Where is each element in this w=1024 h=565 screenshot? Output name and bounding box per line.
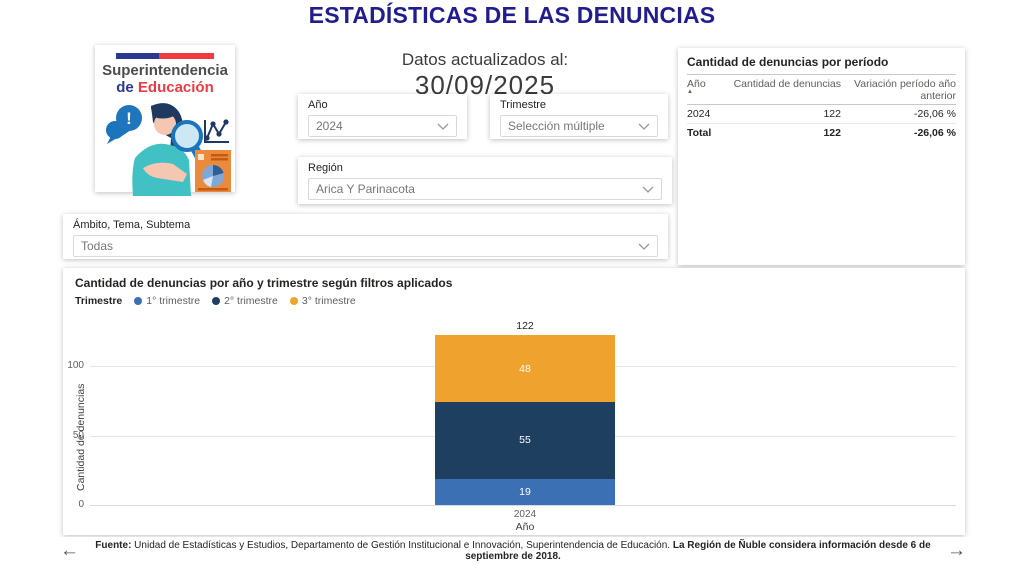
- table-row[interactable]: 2024 122 -26,06 %: [687, 104, 956, 124]
- col-header-variacion[interactable]: Variación período año anterior: [841, 74, 956, 105]
- logo-line2: de Educación: [116, 79, 214, 96]
- slicer-trimestre-dropdown[interactable]: Selección múltiple: [500, 115, 658, 137]
- svg-text:!: !: [126, 109, 132, 128]
- chart-title: Cantidad de denuncias por año y trimestr…: [75, 276, 453, 290]
- slicer-ano-dropdown[interactable]: 2024: [308, 115, 457, 137]
- col-header-cantidad[interactable]: Cantidad de denuncias: [729, 74, 841, 105]
- line-chart-icon: [204, 119, 229, 143]
- x-axis-line: [90, 505, 956, 506]
- logo-panel: Superintendencia de Educación !: [95, 45, 235, 196]
- y-tick-label: 50: [72, 429, 84, 441]
- slicer-trimestre: Trimestre Selección múltiple: [490, 94, 668, 139]
- y-tick-label: 0: [78, 499, 84, 510]
- slicer-region-dropdown[interactable]: Arica Y Parinacota: [308, 178, 662, 200]
- logo-line1: Superintendencia: [102, 62, 228, 79]
- footer: ← Fuente: Unidad de Estadísticas y Estud…: [0, 537, 1024, 565]
- updated-label: Datos actualizados al:: [401, 50, 569, 69]
- chevron-down-icon: [642, 186, 654, 193]
- pie-report-icon: [195, 150, 231, 192]
- prev-page-arrow-icon[interactable]: ←: [60, 540, 79, 561]
- slicer-trimestre-label: Trimestre: [500, 99, 547, 111]
- chart-legend: Trimestre 1° trimestre 2° trimestre 3° tri…: [75, 295, 356, 307]
- table-total-row: Total 122 -26,06 %: [687, 123, 956, 142]
- bar-segment-3-trimestre[interactable]: 48: [435, 335, 615, 403]
- chile-flag-icon: [116, 53, 214, 59]
- slicer-region-label: Región: [308, 162, 343, 174]
- legend-dot-icon: [289, 297, 298, 305]
- period-table-panel: Cantidad de denuncias por período Año ▲ C…: [678, 48, 965, 265]
- slicer-ano-label: Año: [308, 99, 328, 111]
- chart-plot-area: Cantidad de denuncias 0 50 100 19 55 48 122 202…: [63, 268, 965, 535]
- col-header-ano[interactable]: Año ▲: [687, 74, 729, 105]
- x-tick-label: 2024: [513, 509, 537, 520]
- slicer-ambito-value: Todas: [81, 239, 114, 253]
- legend-item-1[interactable]: 1° trimestre: [134, 295, 200, 307]
- slicer-region-value: Arica Y Parinacota: [316, 182, 415, 196]
- chevron-down-icon: [437, 123, 449, 130]
- slicer-ambito-dropdown[interactable]: Todas: [73, 235, 658, 257]
- legend-dot-icon: [134, 297, 143, 305]
- y-tick-label: 100: [67, 360, 84, 371]
- period-table-title: Cantidad de denuncias por período: [687, 55, 889, 69]
- bar-segment-2-trimestre[interactable]: 55: [435, 402, 615, 479]
- chart-panel: Cantidad de denuncias por año y trimestr…: [63, 268, 965, 535]
- period-table: Año ▲ Cantidad de denuncias Variación per…: [687, 74, 956, 142]
- slicer-ano-value: 2024: [316, 119, 343, 133]
- x-axis-title: Año: [515, 521, 535, 533]
- slicer-region: Región Arica Y Parinacota: [298, 157, 672, 204]
- bar-segment-1-trimestre[interactable]: 19: [435, 478, 615, 505]
- footer-source-text: Fuente: Unidad de Estadísticas y Estudio…: [95, 540, 931, 562]
- person-with-magnifier: [132, 103, 191, 196]
- slicer-trimestre-value: Selección múltiple: [508, 119, 605, 133]
- legend-dot-icon: [212, 297, 221, 305]
- bar-total-label: 122: [516, 320, 534, 333]
- slicer-ambito: Ámbito, Tema, Subtema Todas: [63, 214, 668, 259]
- next-page-arrow-icon[interactable]: →: [947, 540, 966, 561]
- legend-title: Trimestre: [75, 295, 123, 307]
- legend-item-3[interactable]: 3° trimestre: [289, 295, 356, 307]
- legend-item-2[interactable]: 2° trimestre: [212, 295, 278, 307]
- sort-asc-icon: ▲: [687, 89, 693, 95]
- slicer-ano: Año 2024: [298, 94, 467, 139]
- chevron-down-icon: [638, 243, 650, 250]
- page-title: ESTADÍSTICAS DE LAS DENUNCIAS: [308, 2, 716, 28]
- slicer-ambito-label: Ámbito, Tema, Subtema: [73, 219, 191, 231]
- logo-illustration: !: [106, 103, 231, 196]
- speech-bubble-icon: !: [106, 105, 142, 144]
- chevron-down-icon: [638, 123, 650, 130]
